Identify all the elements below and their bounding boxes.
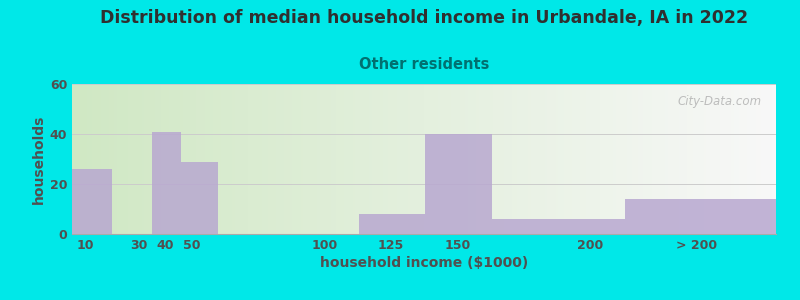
Bar (152, 131, 181, 234)
Bar (72, 169, 112, 234)
Bar (625, 199, 776, 234)
Bar (359, 214, 426, 234)
Bar (426, 134, 492, 234)
X-axis label: household income ($1000): household income ($1000) (320, 256, 528, 270)
Y-axis label: households: households (31, 114, 46, 204)
Bar (181, 161, 218, 234)
Text: City-Data.com: City-Data.com (678, 94, 762, 107)
Text: Distribution of median household income in Urbandale, IA in 2022: Distribution of median household income … (100, 9, 748, 27)
Text: Other residents: Other residents (359, 57, 489, 72)
Bar (492, 219, 625, 234)
